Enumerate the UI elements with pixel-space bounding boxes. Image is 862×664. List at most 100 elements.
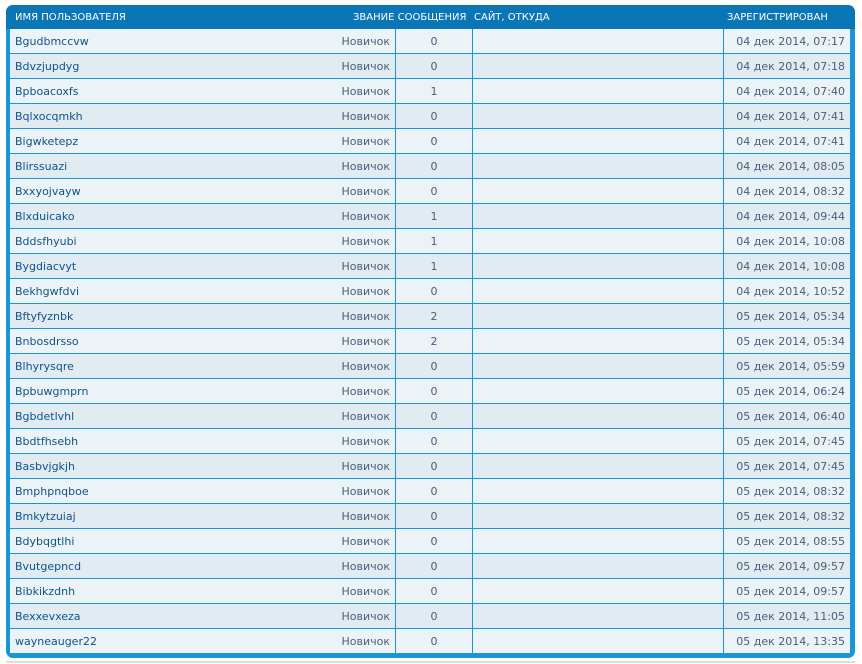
- post-count[interactable]: 1: [395, 203, 473, 229]
- post-count[interactable]: 0: [395, 353, 473, 379]
- post-count[interactable]: 0: [395, 128, 473, 154]
- rank: Новичок: [220, 428, 396, 454]
- header-registered[interactable]: ЗАРЕГИСТРИРОВАН: [727, 12, 828, 23]
- post-count[interactable]: 0: [395, 403, 473, 429]
- table-row: Bmphpnqboe Новичок 0 05 дек 2014, 08:32: [10, 478, 850, 504]
- website: [472, 428, 724, 454]
- website: [472, 203, 724, 229]
- rank: Новичок: [220, 128, 396, 154]
- website: [472, 603, 724, 629]
- post-count[interactable]: 0: [395, 103, 473, 129]
- username-link[interactable]: Bnbosdrsso: [10, 328, 220, 354]
- username-link[interactable]: Bgudbmccvw: [10, 29, 220, 54]
- username-link[interactable]: Blhyrysqre: [10, 353, 220, 379]
- username-link[interactable]: Bddsfhyubi: [10, 228, 220, 254]
- username-link[interactable]: Bibkikzdnh: [10, 578, 220, 604]
- username-link[interactable]: Blirssuazi: [10, 153, 220, 179]
- post-count[interactable]: 0: [395, 603, 473, 629]
- website: [472, 278, 724, 304]
- post-count[interactable]: 1: [395, 78, 473, 104]
- registered-date: 04 дек 2014, 09:44: [723, 203, 850, 229]
- username-link[interactable]: Bpboacoxfs: [10, 78, 220, 104]
- username-link[interactable]: Basbvjgkjh: [10, 453, 220, 479]
- website: [472, 478, 724, 504]
- username-link[interactable]: wayneauger22: [10, 628, 220, 654]
- member-table: Bgudbmccvw Новичок 0 04 дек 2014, 07:17 Bdvz…: [10, 29, 850, 654]
- username-link[interactable]: Bigwketepz: [10, 128, 220, 154]
- username-link[interactable]: Bmkytzuiaj: [10, 503, 220, 529]
- rank: Новичок: [220, 378, 396, 404]
- post-count[interactable]: 1: [395, 228, 473, 254]
- rank: Новичок: [220, 553, 396, 579]
- username-link[interactable]: Bmphpnqboe: [10, 478, 220, 504]
- table-row: Bxxyojvayw Новичок 0 04 дек 2014, 08:32: [10, 178, 850, 204]
- username-link[interactable]: Bexxevxeza: [10, 603, 220, 629]
- divider: [6, 661, 855, 663]
- website: [472, 628, 724, 654]
- registered-date: 04 дек 2014, 07:41: [723, 128, 850, 154]
- website: [472, 253, 724, 279]
- rank: Новичок: [220, 203, 396, 229]
- post-count[interactable]: 0: [395, 428, 473, 454]
- post-count[interactable]: 2: [395, 328, 473, 354]
- post-count[interactable]: 0: [395, 478, 473, 504]
- website: [472, 528, 724, 554]
- registered-date: 05 дек 2014, 07:45: [723, 453, 850, 479]
- post-count[interactable]: 0: [395, 503, 473, 529]
- rank: Новичок: [220, 628, 396, 654]
- post-count[interactable]: 0: [395, 628, 473, 654]
- website: [472, 178, 724, 204]
- username-link[interactable]: Bvutgepncd: [10, 553, 220, 579]
- website: [472, 553, 724, 579]
- post-count[interactable]: 0: [395, 553, 473, 579]
- username-link[interactable]: Bqlxocqmkh: [10, 103, 220, 129]
- username-link[interactable]: Bdybqgtlhi: [10, 528, 220, 554]
- rank: Новичок: [220, 78, 396, 104]
- header-site[interactable]: САЙТ, ОТКУДА: [474, 12, 550, 23]
- post-count[interactable]: 0: [395, 178, 473, 204]
- website: [472, 353, 724, 379]
- post-count[interactable]: 0: [395, 153, 473, 179]
- username-link[interactable]: Bgbdetlvhl: [10, 403, 220, 429]
- table-row: Bibkikzdnh Новичок 0 05 дек 2014, 09:57: [10, 578, 850, 604]
- header-rank-posts[interactable]: ЗВАНИЕ СООБЩЕНИЯ: [353, 12, 467, 23]
- rank: Новичок: [220, 578, 396, 604]
- post-count[interactable]: 0: [395, 29, 473, 54]
- username-link[interactable]: Bpbuwgmprn: [10, 378, 220, 404]
- registered-date: 05 дек 2014, 11:05: [723, 603, 850, 629]
- website: [472, 228, 724, 254]
- rank: Новичок: [220, 603, 396, 629]
- table-row: Bexxevxeza Новичок 0 05 дек 2014, 11:05: [10, 603, 850, 629]
- header-username[interactable]: ИМЯ ПОЛЬЗОВАТЕЛЯ: [15, 12, 126, 23]
- website: [472, 53, 724, 79]
- rank: Новичок: [220, 528, 396, 554]
- post-count[interactable]: 0: [395, 528, 473, 554]
- table-row: Blirssuazi Новичок 0 04 дек 2014, 08:05: [10, 153, 850, 179]
- table-row: Blhyrysqre Новичок 0 05 дек 2014, 05:59: [10, 353, 850, 379]
- username-link[interactable]: Bbdtfhsebh: [10, 428, 220, 454]
- post-count[interactable]: 0: [395, 378, 473, 404]
- website: [472, 403, 724, 429]
- website: [472, 303, 724, 329]
- username-link[interactable]: Bekhgwfdvi: [10, 278, 220, 304]
- registered-date: 04 дек 2014, 08:05: [723, 153, 850, 179]
- username-link[interactable]: Blxduicako: [10, 203, 220, 229]
- rank: Новичок: [220, 453, 396, 479]
- rank: Новичок: [220, 353, 396, 379]
- username-link[interactable]: Bdvzjupdyg: [10, 53, 220, 79]
- post-count[interactable]: 0: [395, 278, 473, 304]
- table-row: Blxduicako Новичок 1 04 дек 2014, 09:44: [10, 203, 850, 229]
- post-count[interactable]: 0: [395, 578, 473, 604]
- rank: Новичок: [220, 178, 396, 204]
- registered-date: 04 дек 2014, 08:32: [723, 178, 850, 204]
- post-count[interactable]: 2: [395, 303, 473, 329]
- table-row: Bdybqgtlhi Новичок 0 05 дек 2014, 08:55: [10, 528, 850, 554]
- table-row: Bmkytzuiaj Новичок 0 05 дек 2014, 08:32: [10, 503, 850, 529]
- username-link[interactable]: Bxxyojvayw: [10, 178, 220, 204]
- username-link[interactable]: Bftyfyznbk: [10, 303, 220, 329]
- username-link[interactable]: Bygdiacvyt: [10, 253, 220, 279]
- post-count[interactable]: 0: [395, 53, 473, 79]
- website: [472, 128, 724, 154]
- post-count[interactable]: 1: [395, 253, 473, 279]
- post-count[interactable]: 0: [395, 453, 473, 479]
